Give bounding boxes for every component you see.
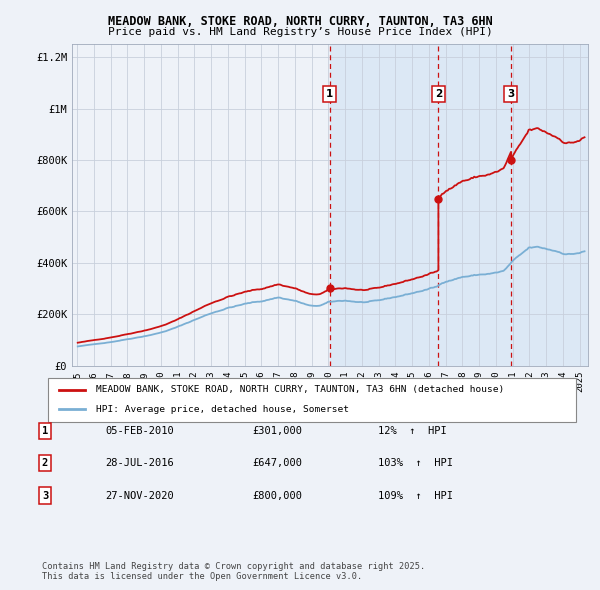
Text: 1: 1 — [326, 89, 334, 99]
Text: 05-FEB-2010: 05-FEB-2010 — [105, 426, 174, 435]
Text: 103%  ↑  HPI: 103% ↑ HPI — [378, 458, 453, 468]
FancyBboxPatch shape — [48, 378, 576, 422]
Text: MEADOW BANK, STOKE ROAD, NORTH CURRY, TAUNTON, TA3 6HN: MEADOW BANK, STOKE ROAD, NORTH CURRY, TA… — [107, 15, 493, 28]
Text: HPI: Average price, detached house, Somerset: HPI: Average price, detached house, Some… — [95, 405, 349, 414]
Text: 28-JUL-2016: 28-JUL-2016 — [105, 458, 174, 468]
Text: £647,000: £647,000 — [252, 458, 302, 468]
Text: 3: 3 — [42, 491, 48, 500]
Text: 12%  ↑  HPI: 12% ↑ HPI — [378, 426, 447, 435]
Text: £301,000: £301,000 — [252, 426, 302, 435]
Text: 2: 2 — [42, 458, 48, 468]
Text: 2: 2 — [435, 89, 442, 99]
Text: Contains HM Land Registry data © Crown copyright and database right 2025.
This d: Contains HM Land Registry data © Crown c… — [42, 562, 425, 581]
Text: 1: 1 — [42, 426, 48, 435]
Text: 27-NOV-2020: 27-NOV-2020 — [105, 491, 174, 500]
Bar — [330, 44, 588, 366]
Text: 109%  ↑  HPI: 109% ↑ HPI — [378, 491, 453, 500]
Text: MEADOW BANK, STOKE ROAD, NORTH CURRY, TAUNTON, TA3 6HN (detached house): MEADOW BANK, STOKE ROAD, NORTH CURRY, TA… — [95, 385, 504, 395]
Text: 3: 3 — [508, 89, 515, 99]
Text: Price paid vs. HM Land Registry’s House Price Index (HPI): Price paid vs. HM Land Registry’s House … — [107, 27, 493, 37]
Text: £800,000: £800,000 — [252, 491, 302, 500]
